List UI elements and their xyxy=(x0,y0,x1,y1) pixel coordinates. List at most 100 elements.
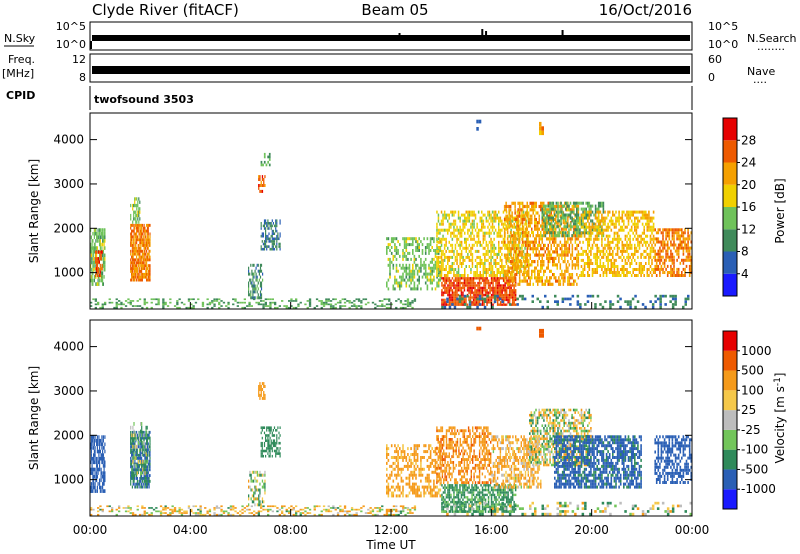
scatter-cell xyxy=(627,271,630,274)
scatter-cell xyxy=(424,251,427,255)
scatter-cell xyxy=(426,237,429,241)
scatter-cell xyxy=(572,222,575,226)
scatter-cell xyxy=(102,271,104,276)
scatter-cell xyxy=(648,228,650,232)
scatter-cell xyxy=(92,446,94,450)
scatter-cell xyxy=(576,201,578,205)
scatter-cell xyxy=(676,228,678,232)
scatter-cell xyxy=(428,251,430,255)
scatter-cell xyxy=(429,266,432,270)
scatter-cell xyxy=(173,305,177,307)
scatter-cell xyxy=(513,298,515,302)
scatter-cell xyxy=(445,286,448,290)
scatter-cell xyxy=(145,264,147,268)
scatter-cell xyxy=(482,252,485,256)
scatter-cell xyxy=(648,274,650,277)
scatter-cell xyxy=(640,210,642,214)
scatter-cell xyxy=(517,227,519,231)
scatter-cell xyxy=(525,219,528,223)
scatter-cell xyxy=(484,268,486,271)
scatter-cell xyxy=(149,238,151,242)
scatter-cell xyxy=(576,204,578,209)
scatter-cell xyxy=(440,222,443,226)
scatter-cell xyxy=(565,243,568,247)
scatter-cell xyxy=(583,225,586,229)
scatter-cell xyxy=(547,250,549,254)
scatter-cell xyxy=(134,485,136,489)
scatter-cell xyxy=(95,267,97,271)
scatter-cell xyxy=(565,263,568,267)
scatter-cell xyxy=(665,249,667,253)
scatter-cell xyxy=(544,279,546,283)
scatter-cell xyxy=(315,298,319,301)
scatter-cell xyxy=(616,237,619,241)
scatter-cell xyxy=(618,246,620,250)
scatter-cell xyxy=(131,258,133,262)
scatter-cell xyxy=(626,255,628,259)
scatter-cell xyxy=(137,217,139,221)
scatter-cell xyxy=(464,222,466,226)
scatter-cell xyxy=(479,274,481,277)
scatter-cell xyxy=(690,258,692,262)
scatter-cell xyxy=(98,435,100,439)
scatter-cell xyxy=(460,274,463,277)
scatter-cell xyxy=(615,222,617,226)
scatter-cell xyxy=(573,256,575,260)
scatter-cell xyxy=(489,281,491,285)
scatter-cell xyxy=(616,243,619,247)
scatter-cell xyxy=(513,249,515,253)
scatter-cell xyxy=(102,460,104,465)
scatter-cell xyxy=(518,234,521,238)
scatter-cell xyxy=(285,305,288,307)
scatter-cell xyxy=(190,306,193,309)
scatter-cell xyxy=(91,275,93,279)
scatter-cell xyxy=(454,246,457,250)
scatter-cell xyxy=(255,278,257,282)
scatter-cell xyxy=(467,228,469,232)
scatter-cell xyxy=(441,305,444,309)
scatter-cell xyxy=(137,210,139,214)
scatter-cell xyxy=(93,478,95,483)
scatter-cell xyxy=(526,279,528,283)
scatter-cell xyxy=(132,261,134,265)
scatter-cell xyxy=(132,451,134,454)
scatter-cell xyxy=(528,204,530,209)
scatter-cell xyxy=(135,220,137,224)
scatter-cell xyxy=(471,246,474,250)
scatter-cell xyxy=(569,213,572,217)
scatter-cell xyxy=(557,219,559,223)
scatter-cell xyxy=(543,227,545,231)
scatter-cell xyxy=(682,274,685,277)
scatter-cell xyxy=(436,257,438,261)
scatter-cell xyxy=(671,243,674,247)
scatter-cell xyxy=(679,246,682,250)
scatter-cell xyxy=(561,250,563,254)
scatter-cell xyxy=(555,230,557,235)
scatter-cell xyxy=(547,208,549,212)
scatter-cell xyxy=(138,207,140,211)
scatter-cell xyxy=(624,213,627,217)
scatter-cell xyxy=(440,219,443,223)
scatter-cell xyxy=(176,301,179,304)
scatter-cell xyxy=(488,240,491,244)
scatter-cell xyxy=(90,264,92,268)
scatter-cell xyxy=(484,225,486,229)
nave-tick-top: 60 xyxy=(708,53,722,66)
scatter-cell xyxy=(138,226,140,230)
scatter-cell xyxy=(470,258,472,262)
scatter-cell xyxy=(524,234,527,238)
scatter-cell xyxy=(484,213,486,217)
scatter-cell xyxy=(570,227,572,231)
scatter-cell xyxy=(591,222,594,226)
scatter-cell xyxy=(407,272,409,276)
scatter-cell xyxy=(641,268,644,271)
scatter-cell xyxy=(596,294,600,298)
scatter-cell xyxy=(596,262,598,265)
scatter-cell xyxy=(263,181,265,184)
scatter-cell xyxy=(511,279,513,283)
scatter-cell xyxy=(453,286,455,290)
scatter-cell xyxy=(623,219,625,223)
scatter-cell xyxy=(261,178,264,181)
scatter-cell xyxy=(267,234,269,238)
scatter-cell xyxy=(447,262,449,265)
